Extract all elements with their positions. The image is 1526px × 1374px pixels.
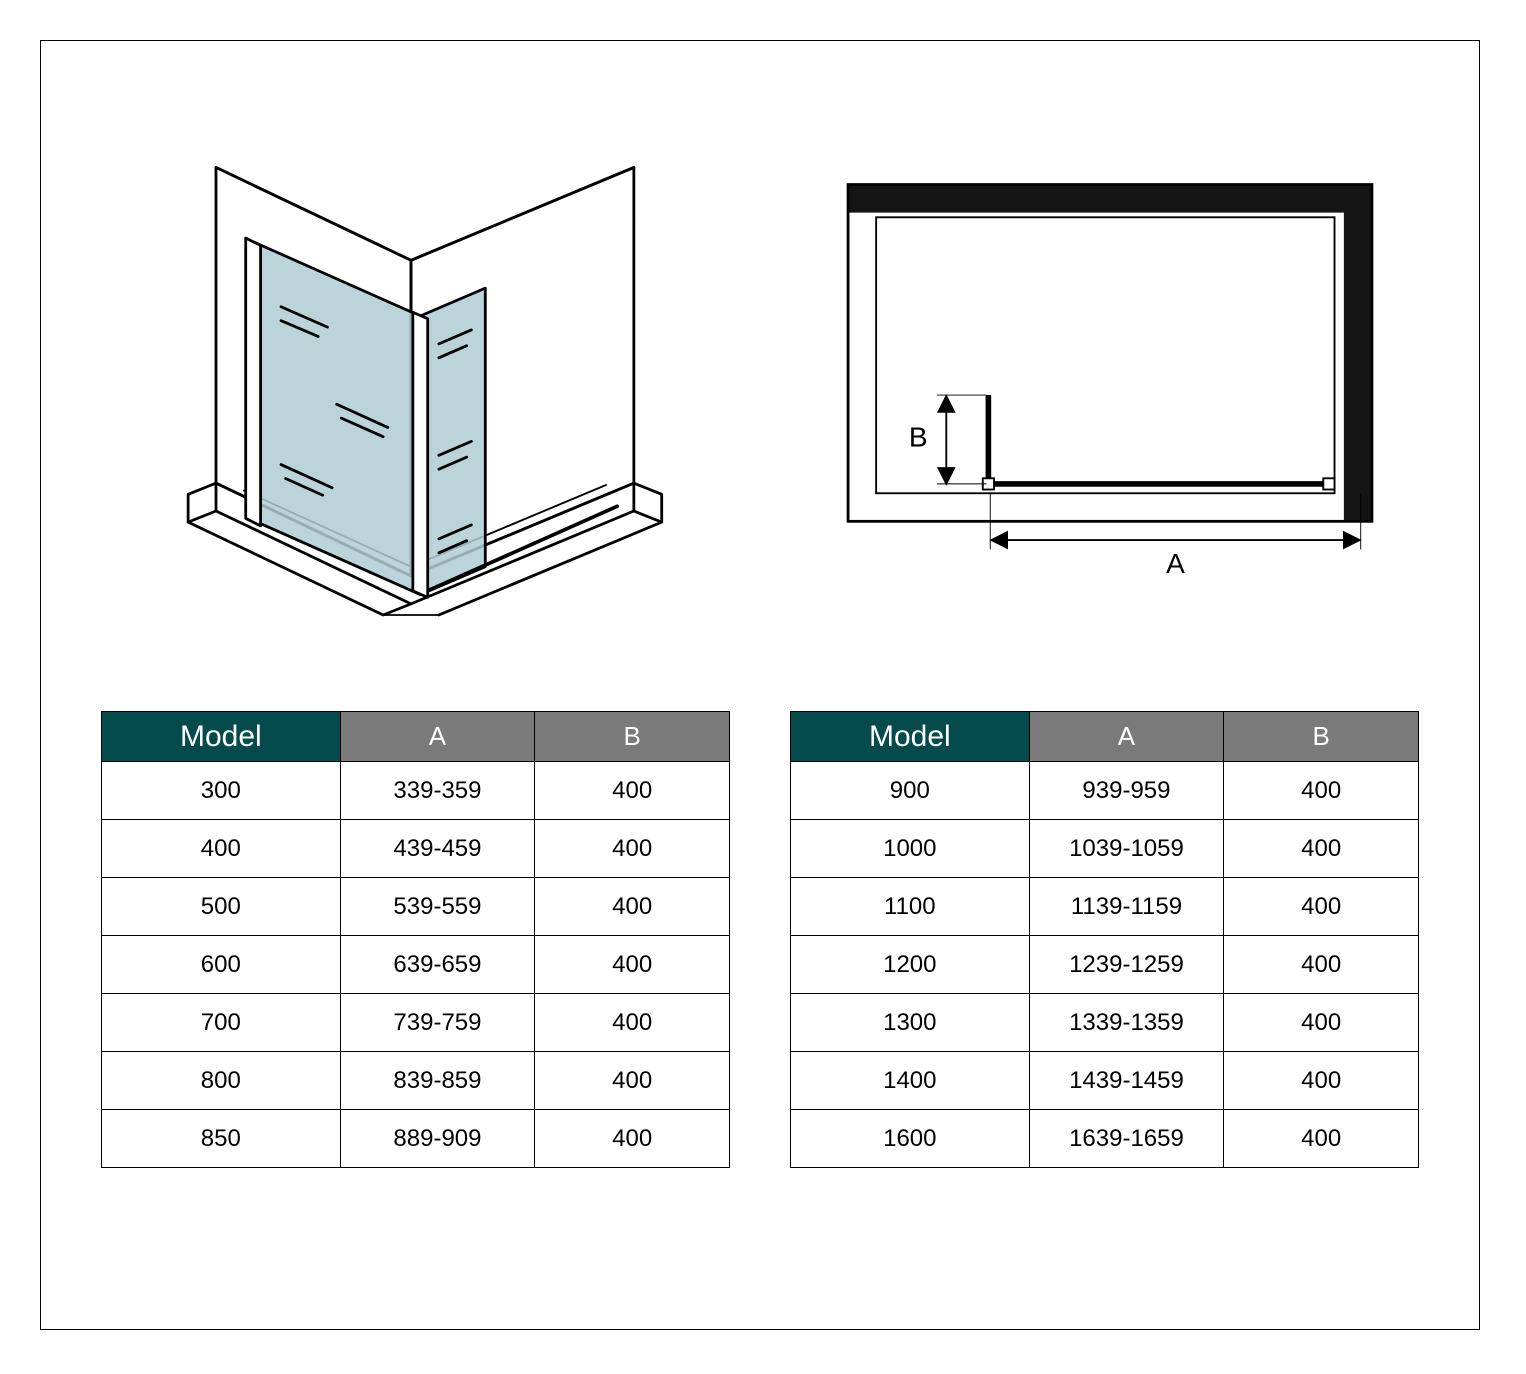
cell-a: 539-559 (340, 878, 535, 936)
plan-svg: A B (820, 161, 1400, 601)
cell-a: 339-359 (340, 762, 535, 820)
cell-model: 1300 (791, 994, 1030, 1052)
cell-a: 1239-1259 (1029, 936, 1224, 994)
cell-b: 400 (1224, 762, 1419, 820)
cell-b: 400 (535, 1110, 730, 1168)
cell-a: 1439-1459 (1029, 1052, 1224, 1110)
plan-diagram: A B (800, 91, 1419, 671)
cell-b: 400 (535, 1052, 730, 1110)
th-a: A (340, 712, 535, 762)
cell-model: 1400 (791, 1052, 1030, 1110)
diagrams-row: A B (101, 91, 1419, 671)
cell-a: 1139-1159 (1029, 878, 1224, 936)
cell-a: 1339-1359 (1029, 994, 1224, 1052)
table-row: 300339-359400 (102, 762, 730, 820)
cell-a: 739-759 (340, 994, 535, 1052)
isometric-diagram (101, 91, 720, 671)
cell-b: 400 (1224, 936, 1419, 994)
spec-table-right: Model A B 900939-95940010001039-10594001… (790, 711, 1419, 1168)
cell-model: 300 (102, 762, 341, 820)
table-row: 16001639-1659400 (791, 1110, 1419, 1168)
cell-model: 850 (102, 1110, 341, 1168)
table-row: 13001339-1359400 (791, 994, 1419, 1052)
table-row: 600639-659400 (102, 936, 730, 994)
table-row: 11001139-1159400 (791, 878, 1419, 936)
cell-model: 500 (102, 878, 341, 936)
table-row: 14001439-1459400 (791, 1052, 1419, 1110)
cell-model: 800 (102, 1052, 341, 1110)
cell-model: 400 (102, 820, 341, 878)
cell-a: 889-909 (340, 1110, 535, 1168)
th-model: Model (791, 712, 1030, 762)
th-model: Model (102, 712, 341, 762)
cell-a: 1039-1059 (1029, 820, 1224, 878)
iso-svg (131, 121, 691, 641)
table-row: 12001239-1259400 (791, 936, 1419, 994)
cell-b: 400 (1224, 878, 1419, 936)
cell-model: 900 (791, 762, 1030, 820)
table-row: 800839-859400 (102, 1052, 730, 1110)
page-frame: A B Model A B 300339-359400400439-459400… (40, 40, 1480, 1330)
th-b: B (1224, 712, 1419, 762)
cell-model: 1200 (791, 936, 1030, 994)
table-row: 700739-759400 (102, 994, 730, 1052)
cell-a: 439-459 (340, 820, 535, 878)
dim-a-label: A (1166, 548, 1185, 579)
cell-b: 400 (535, 762, 730, 820)
cell-model: 700 (102, 994, 341, 1052)
cell-b: 400 (535, 936, 730, 994)
table-row: 850889-909400 (102, 1110, 730, 1168)
cell-a: 1639-1659 (1029, 1110, 1224, 1168)
table-row: 900939-959400 (791, 762, 1419, 820)
cell-model: 1600 (791, 1110, 1030, 1168)
th-a: A (1029, 712, 1224, 762)
cell-a: 939-959 (1029, 762, 1224, 820)
cell-b: 400 (1224, 1052, 1419, 1110)
table-row: 500539-559400 (102, 878, 730, 936)
cell-b: 400 (1224, 820, 1419, 878)
spec-table-left: Model A B 300339-359400400439-4594005005… (101, 711, 730, 1168)
tables-row: Model A B 300339-359400400439-4594005005… (101, 711, 1419, 1168)
cell-a: 639-659 (340, 936, 535, 994)
cell-b: 400 (535, 994, 730, 1052)
cell-b: 400 (1224, 994, 1419, 1052)
cell-model: 600 (102, 936, 341, 994)
cell-model: 1000 (791, 820, 1030, 878)
th-b: B (535, 712, 730, 762)
cell-b: 400 (535, 878, 730, 936)
dim-b-label: B (908, 421, 927, 452)
cell-b: 400 (1224, 1110, 1419, 1168)
cell-model: 1100 (791, 878, 1030, 936)
cell-b: 400 (535, 820, 730, 878)
cell-a: 839-859 (340, 1052, 535, 1110)
table-row: 10001039-1059400 (791, 820, 1419, 878)
table-row: 400439-459400 (102, 820, 730, 878)
